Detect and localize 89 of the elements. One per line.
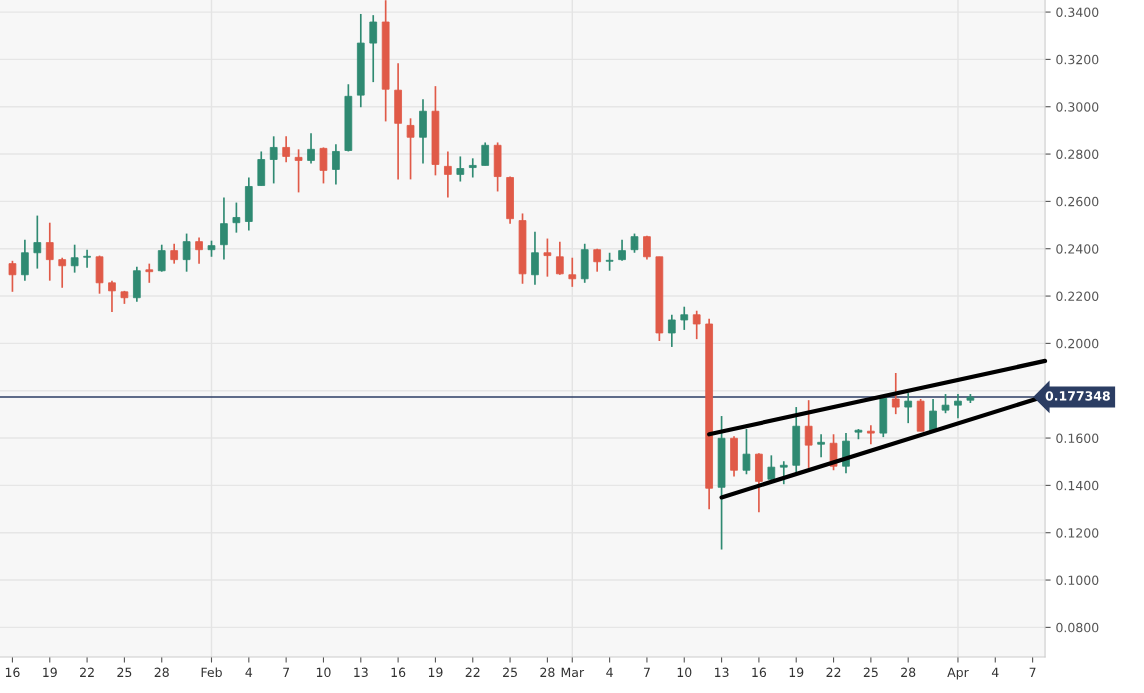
candlestick [108,279,116,313]
candlestick [319,146,328,185]
candlestick [406,117,415,181]
x-tick-label: 13 [715,667,729,678]
x-tick-label: 19 [428,667,443,678]
candlestick [680,305,689,331]
candlestick [456,155,465,183]
candlestick [8,259,17,293]
candlestick [282,135,290,164]
x-tick-label: 10 [316,667,331,678]
x-tick-label: 22 [826,667,841,677]
candlestick [929,398,937,433]
candlestick [556,240,564,276]
candlestick [83,248,91,269]
x-tick-label: Apr [947,667,969,680]
candlestick [145,262,154,284]
candlestick [70,243,79,274]
ref-line-label: 0.177348 [1045,391,1110,401]
candlestick [904,392,913,424]
candlestick [481,141,490,167]
candlestick [195,236,203,265]
x-tick-label: Mar [561,667,585,678]
candlestick [543,237,552,278]
candlestick [692,309,701,340]
x-tick-label: 28 [154,667,169,678]
y-tick-label: 0.1200 [1056,528,1099,538]
candlestick [891,372,900,415]
candlestick [220,196,228,261]
candlestick [667,313,676,348]
x-tick-label: 28 [901,667,916,678]
candlestick [232,201,241,234]
y-tick-label: 0.3200 [1056,54,1099,65]
x-tick-label: 25 [503,667,517,678]
x-tick-label: 7 [283,667,290,677]
x-tick-label: 22 [80,667,94,677]
x-tick-label: 16 [752,667,767,678]
candlestick [531,230,539,286]
candlestick [157,243,166,273]
y-tick-label: 0.2400 [1056,244,1099,254]
x-tick-label: 25 [863,667,878,678]
y-tick-label: 0.3000 [1056,102,1099,112]
candlestick [568,256,577,288]
y-tick-label: 0.2600 [1056,196,1099,207]
x-tick-label: 7 [643,667,650,677]
candlestick [941,393,950,415]
x-tick-label: 22 [465,667,480,677]
y-tick-label: 0.2000 [1056,338,1099,349]
x-tick-label: 4 [606,667,613,677]
x-tick-label: 16 [5,667,20,678]
candlestick [867,424,875,446]
candlestick [742,428,751,476]
candlestick [618,238,626,262]
candlestick [817,433,825,459]
candlestick [630,232,639,254]
candlestick [804,399,813,469]
x-tick-label: 10 [677,667,692,678]
candlestick [21,238,29,282]
x-tick-label: 19 [43,667,57,678]
x-tick-label: 13 [354,667,368,678]
candlestick [58,256,67,289]
y-tick-label: 0.1400 [1056,480,1099,491]
candlestick [444,150,452,199]
y-tick-label: 0.2800 [1056,149,1099,159]
x-tick-label: 4 [245,667,253,677]
x-tick-label: 25 [117,667,132,678]
x-tick-label: 28 [540,667,555,678]
candlestick [294,148,303,194]
x-tick-label: Feb [201,667,222,678]
y-tick-label: 0.1000 [1056,575,1099,585]
candlestick [182,232,191,273]
y-tick-label: 0.1600 [1056,433,1099,443]
x-tick-label: 4 [991,667,999,677]
y-tick-label: 0.3400 [1056,7,1099,17]
candlestick [369,14,378,83]
x-tick-label: 7 [1029,667,1036,677]
candlestick [33,214,42,270]
candlestick [767,454,776,483]
candlestick [779,460,788,486]
candlestick [954,393,962,420]
y-tick-label: 0.0800 [1056,622,1099,633]
candlestick [468,157,477,179]
x-tick-label: 19 [789,667,804,678]
y-tick-label: 0.2200 [1056,291,1099,301]
candlestick [269,135,278,185]
candlestick [307,132,315,165]
candlestick [332,143,340,186]
candlestick [170,242,179,265]
x-tick-label: 16 [391,667,406,678]
candlestick [45,221,54,282]
